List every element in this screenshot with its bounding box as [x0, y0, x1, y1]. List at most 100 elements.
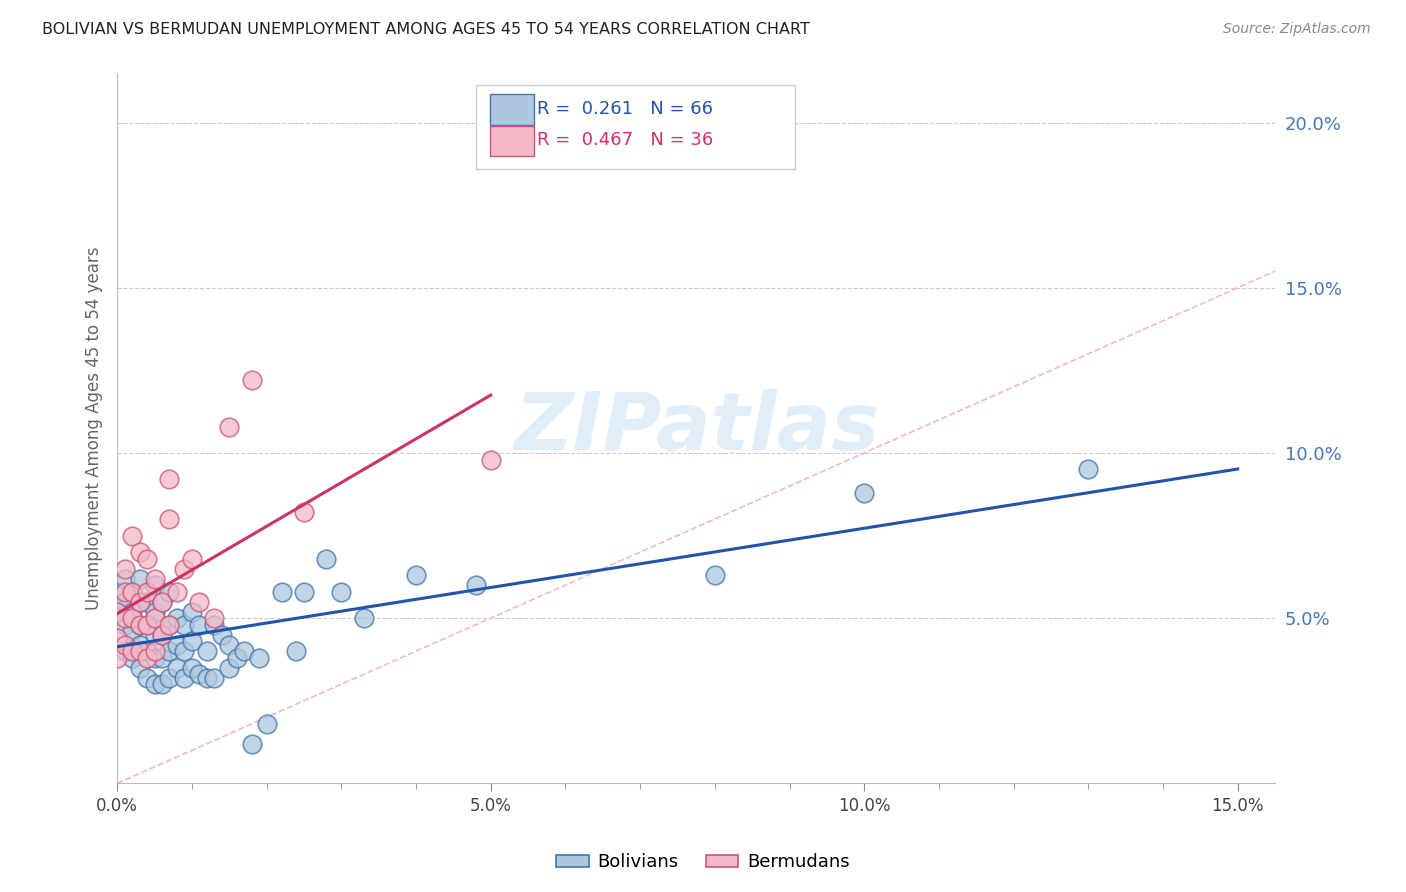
Bermudans: [121, 644, 143, 658]
Bolivians: [105, 605, 128, 619]
Bolivians: [173, 617, 195, 632]
Bermudans: [159, 472, 181, 486]
Bolivians: [159, 584, 181, 599]
Bolivians: [256, 717, 278, 731]
Text: BOLIVIAN VS BERMUDAN UNEMPLOYMENT AMONG AGES 45 TO 54 YEARS CORRELATION CHART: BOLIVIAN VS BERMUDAN UNEMPLOYMENT AMONG …: [42, 22, 810, 37]
Bolivians: [180, 634, 202, 648]
Bolivians: [218, 661, 240, 675]
Bolivians: [703, 568, 725, 582]
Bolivians: [128, 661, 150, 675]
Bermudans: [136, 584, 159, 599]
Bolivians: [128, 572, 150, 586]
Bolivians: [240, 737, 263, 751]
Bolivians: [150, 594, 173, 608]
Bolivians: [105, 584, 128, 599]
Bolivians: [166, 611, 188, 625]
Text: Source: ZipAtlas.com: Source: ZipAtlas.com: [1223, 22, 1371, 37]
Bolivians: [173, 644, 195, 658]
Bermudans: [143, 572, 166, 586]
Bolivians: [159, 671, 181, 685]
Bolivians: [225, 650, 247, 665]
Bolivians: [188, 617, 211, 632]
Bolivians: [136, 617, 159, 632]
Bolivians: [159, 617, 181, 632]
Bermudans: [150, 594, 173, 608]
Bolivians: [188, 667, 211, 681]
Bermudans: [173, 561, 195, 575]
Bolivians: [233, 644, 256, 658]
Bolivians: [121, 605, 143, 619]
Bermudans: [136, 650, 159, 665]
Y-axis label: Unemployment Among Ages 45 to 54 years: Unemployment Among Ages 45 to 54 years: [86, 246, 103, 610]
Bolivians: [159, 644, 181, 658]
Bermudans: [188, 594, 211, 608]
Bermudans: [128, 644, 150, 658]
Bolivians: [353, 611, 375, 625]
Bolivians: [330, 584, 353, 599]
Bolivians: [150, 677, 173, 691]
Bolivians: [121, 650, 143, 665]
Text: ZIPatlas: ZIPatlas: [513, 389, 879, 467]
Bermudans: [121, 528, 143, 542]
Bolivians: [121, 584, 143, 599]
Bermudans: [105, 631, 128, 645]
Bermudans: [159, 617, 181, 632]
Bolivians: [853, 485, 876, 500]
Bermudans: [180, 551, 202, 566]
Bermudans: [479, 452, 502, 467]
Bolivians: [114, 594, 136, 608]
Bolivians: [143, 628, 166, 642]
Bolivians: [218, 638, 240, 652]
Bermudans: [128, 594, 150, 608]
Bolivians: [202, 617, 225, 632]
Bolivians: [292, 584, 315, 599]
FancyBboxPatch shape: [491, 126, 534, 156]
Bermudans: [218, 419, 240, 434]
Bermudans: [202, 611, 225, 625]
Bolivians: [128, 638, 150, 652]
Bermudans: [121, 584, 143, 599]
Bolivians: [202, 671, 225, 685]
Bermudans: [114, 561, 136, 575]
Bermudans: [159, 512, 181, 526]
Bermudans: [105, 605, 128, 619]
Bolivians: [1077, 462, 1099, 476]
Bolivians: [150, 650, 173, 665]
FancyBboxPatch shape: [477, 85, 794, 169]
Bolivians: [247, 650, 270, 665]
Text: R =  0.261   N = 66: R = 0.261 N = 66: [537, 100, 713, 119]
Bermudans: [166, 584, 188, 599]
Bermudans: [128, 545, 150, 559]
Bermudans: [143, 611, 166, 625]
Bolivians: [136, 644, 159, 658]
Bolivians: [166, 638, 188, 652]
Bermudans: [143, 644, 166, 658]
Bermudans: [150, 628, 173, 642]
Bolivians: [114, 572, 136, 586]
Bermudans: [128, 617, 150, 632]
Bolivians: [180, 605, 202, 619]
Bolivians: [173, 671, 195, 685]
Bolivians: [180, 661, 202, 675]
Bermudans: [114, 611, 136, 625]
Bolivians: [166, 661, 188, 675]
Bolivians: [405, 568, 427, 582]
Text: R =  0.467   N = 36: R = 0.467 N = 36: [537, 131, 714, 150]
Bermudans: [292, 505, 315, 519]
Bermudans: [121, 611, 143, 625]
Bolivians: [211, 628, 233, 642]
Bolivians: [136, 671, 159, 685]
Bolivians: [143, 650, 166, 665]
Bolivians: [150, 628, 173, 642]
Bolivians: [143, 677, 166, 691]
Bermudans: [114, 584, 136, 599]
Bermudans: [114, 638, 136, 652]
Bolivians: [114, 644, 136, 658]
Bolivians: [464, 578, 486, 592]
Bolivians: [285, 644, 308, 658]
FancyBboxPatch shape: [491, 95, 534, 125]
Bolivians: [128, 594, 150, 608]
Bolivians: [315, 551, 337, 566]
Bolivians: [195, 644, 218, 658]
Bermudans: [105, 650, 128, 665]
